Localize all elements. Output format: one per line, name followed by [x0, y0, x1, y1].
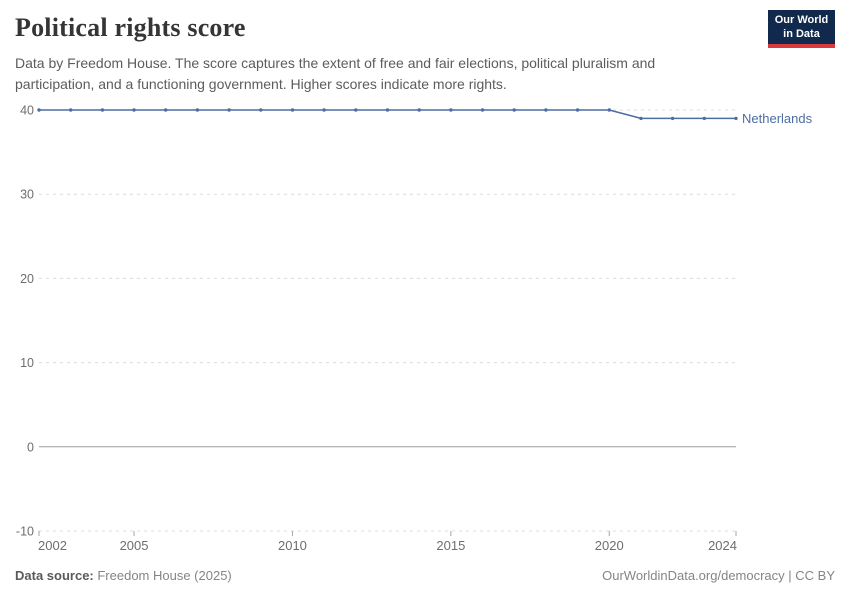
x-tick-label: 2024	[708, 538, 737, 553]
data-point[interactable]	[449, 108, 453, 112]
y-tick-label: 40	[20, 104, 34, 118]
y-tick-label: 30	[20, 188, 34, 202]
y-tick-label: 10	[20, 356, 34, 370]
data-point[interactable]	[37, 108, 41, 112]
data-point[interactable]	[575, 108, 580, 112]
y-tick-label: -10	[16, 525, 34, 539]
data-source-label: Data source:	[15, 568, 94, 583]
y-tick-label: 20	[20, 272, 34, 286]
data-point[interactable]	[607, 108, 611, 112]
data-point[interactable]	[734, 116, 738, 121]
data-source-value: Freedom House (2025)	[93, 568, 232, 583]
data-point[interactable]	[702, 116, 706, 121]
owid-logo-line1: Our World	[774, 14, 829, 26]
owid-logo[interactable]: Our World in Data	[768, 10, 835, 48]
x-tick-label: 2015	[436, 538, 465, 553]
data-point[interactable]	[227, 108, 231, 112]
data-point[interactable]	[544, 108, 548, 112]
x-tick-label: 2020	[595, 538, 624, 553]
data-point[interactable]	[132, 108, 136, 112]
data-point[interactable]	[354, 108, 358, 112]
data-point[interactable]	[385, 108, 390, 112]
data-point[interactable]	[259, 108, 263, 112]
chart-footer: Data source: Freedom House (2025) OurWor…	[15, 568, 835, 583]
data-point[interactable]	[480, 108, 485, 112]
page-title: Political rights score	[15, 13, 246, 42]
data-point[interactable]	[639, 116, 643, 121]
x-tick-label: 2002	[38, 538, 67, 553]
x-tick-label: 2005	[120, 538, 149, 553]
data-point[interactable]	[417, 108, 421, 112]
data-point[interactable]	[69, 108, 73, 112]
data-source: Data source: Freedom House (2025)	[15, 568, 232, 583]
x-tick-label: 2010	[278, 538, 307, 553]
owid-logo-line2: in Data	[783, 28, 820, 40]
data-point[interactable]	[164, 108, 168, 112]
data-point[interactable]	[322, 108, 326, 112]
chart-subtitle: Data by Freedom House. The score capture…	[15, 55, 656, 92]
data-point[interactable]	[290, 108, 295, 112]
series-end-label: Netherlands	[742, 111, 813, 126]
footer-link: OurWorldinData.org/democracy | CC BY	[602, 568, 835, 583]
data-point[interactable]	[195, 108, 200, 112]
data-point[interactable]	[512, 108, 516, 112]
data-point[interactable]	[670, 116, 675, 121]
y-tick-label: 0	[27, 440, 34, 454]
data-point[interactable]	[100, 108, 105, 112]
